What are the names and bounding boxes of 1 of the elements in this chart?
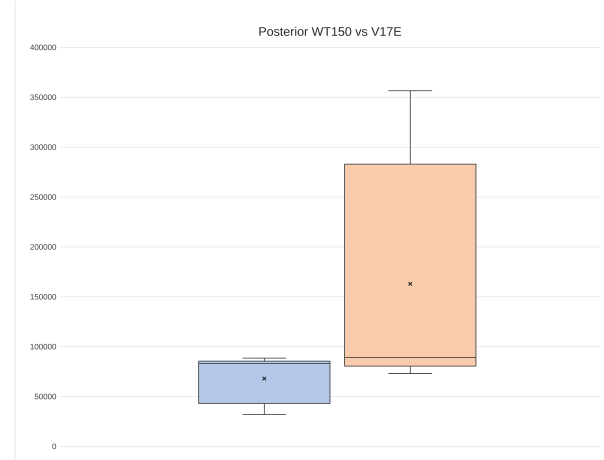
chart-title: Posterior WT150 vs V17E bbox=[259, 26, 402, 36]
